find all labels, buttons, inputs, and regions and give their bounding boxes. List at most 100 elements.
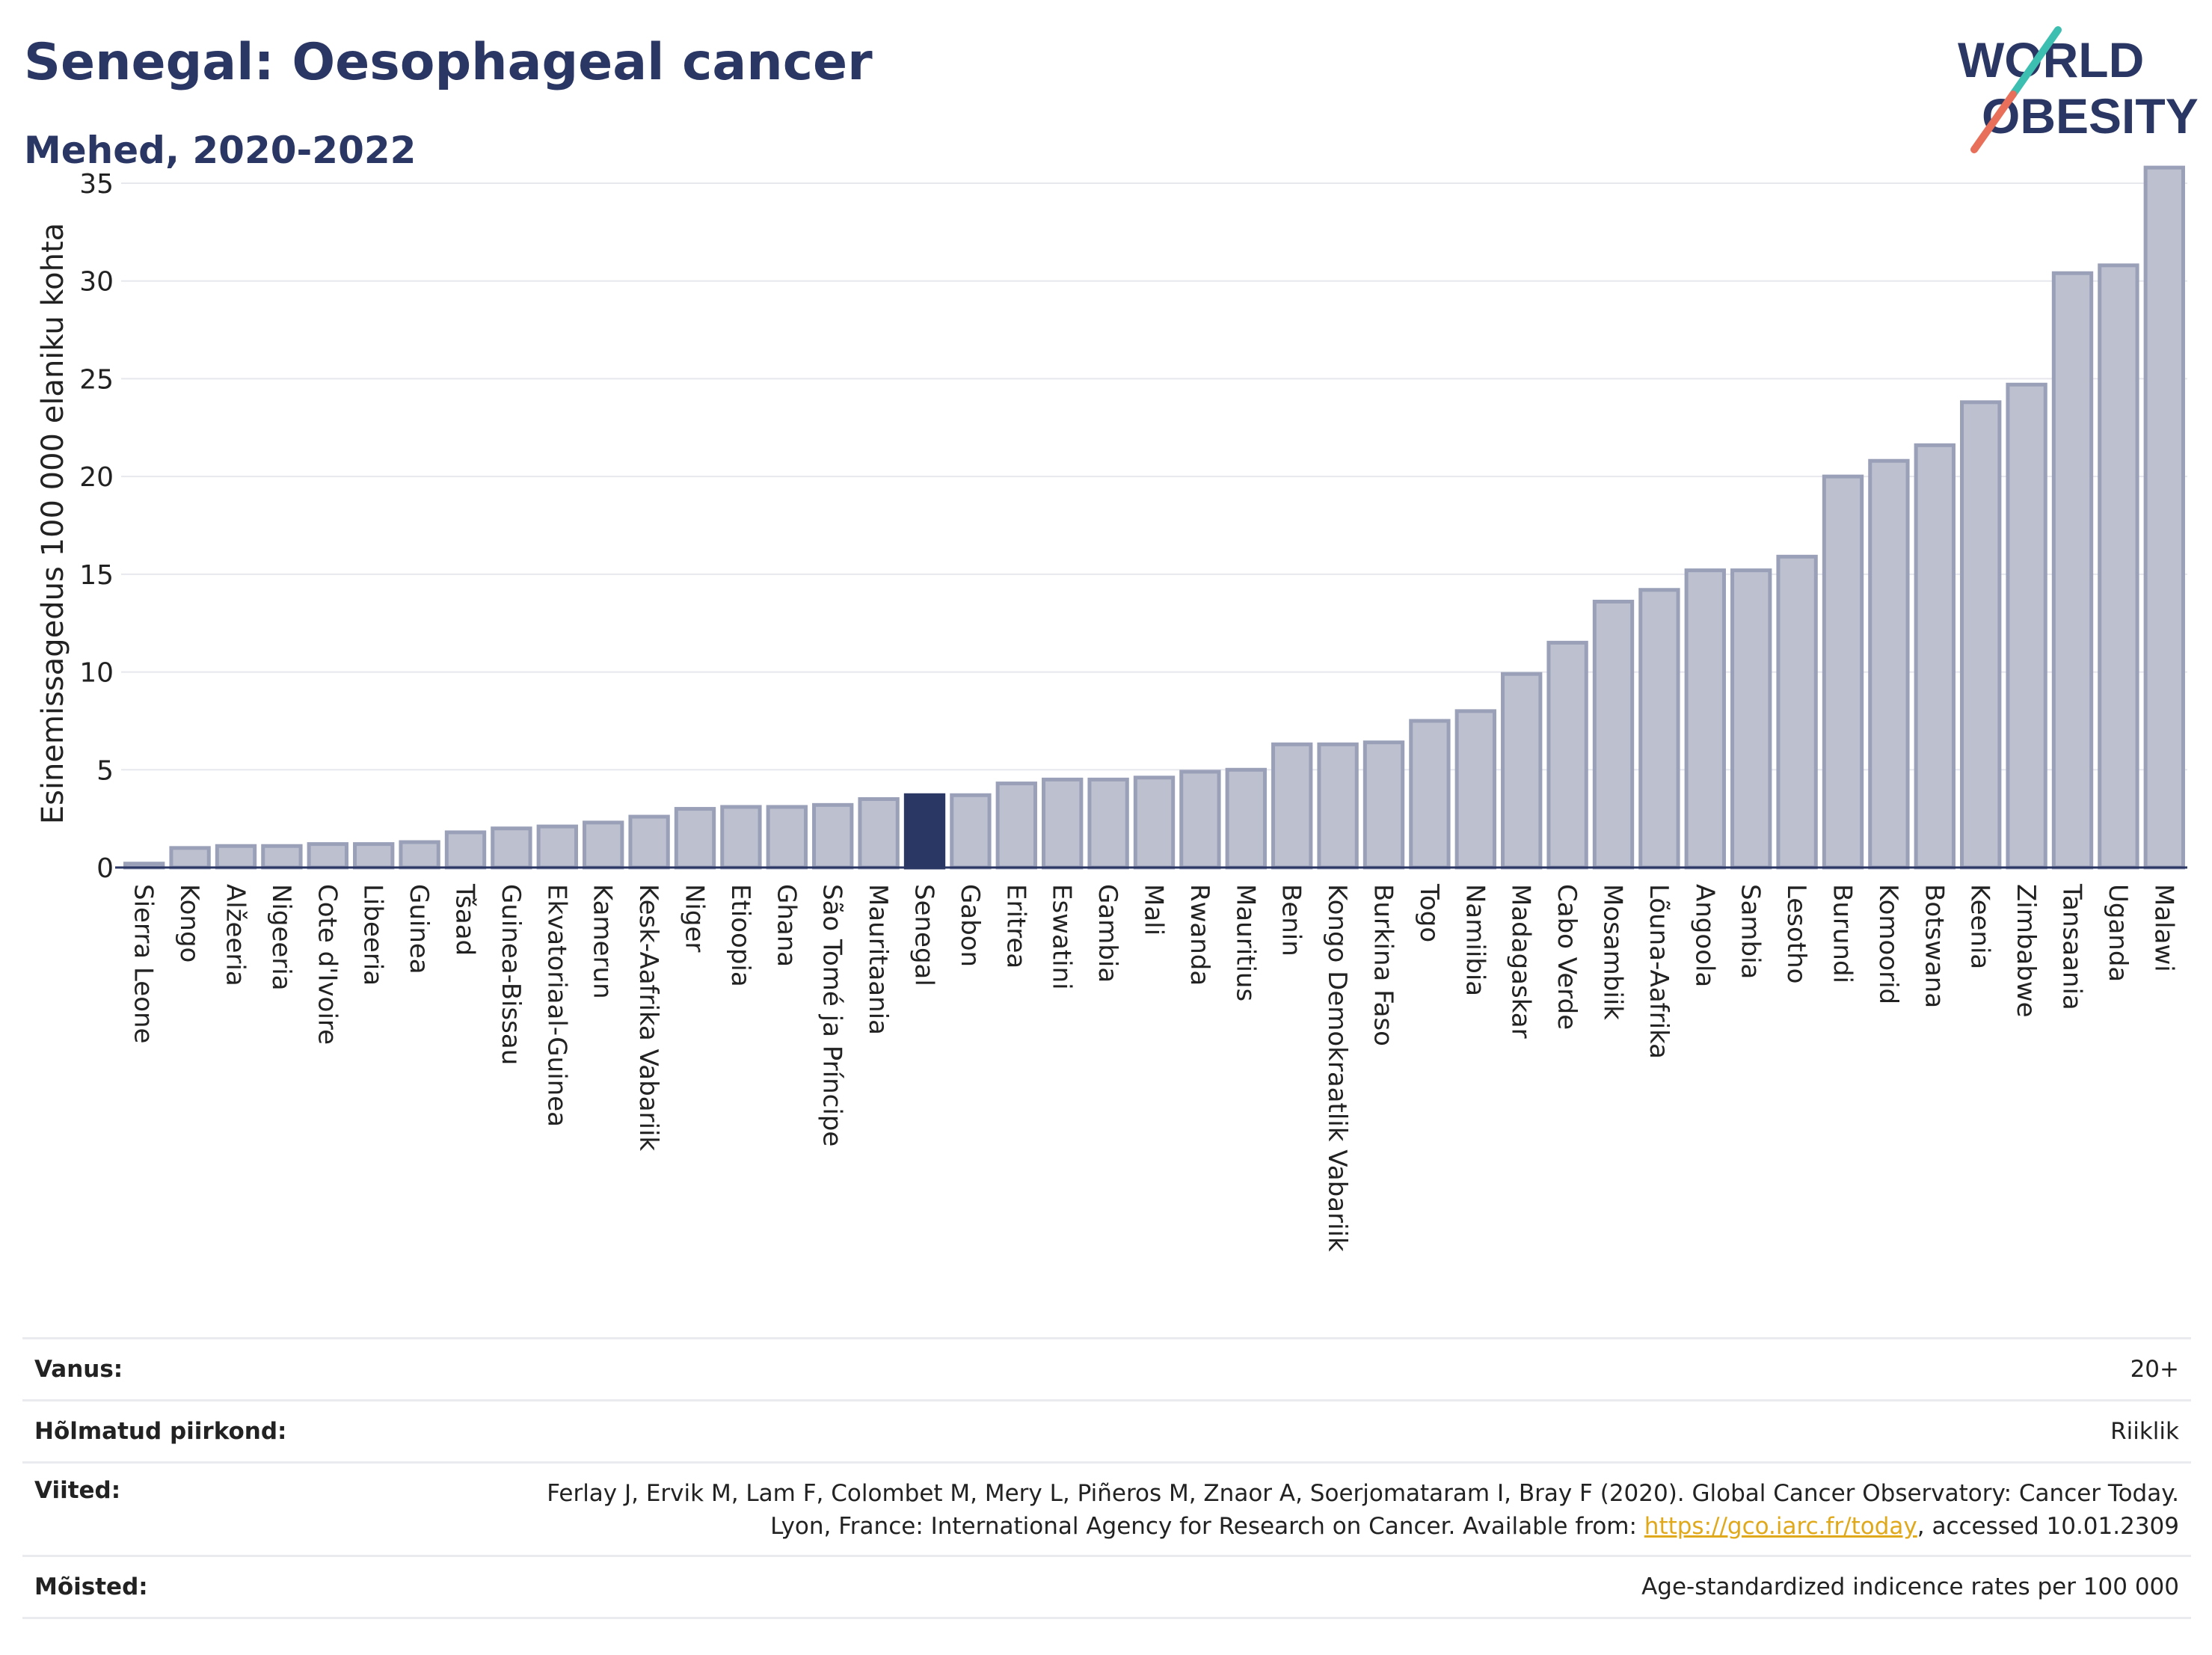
bar-rwanda <box>1179 770 1221 870</box>
x-tick-label: Kamerun <box>588 884 618 999</box>
bar-eswatini <box>1042 777 1084 870</box>
x-tick-label: Lesotho <box>1781 884 1811 983</box>
bar-t-aad <box>444 830 487 870</box>
bar-mauritaania <box>858 797 900 870</box>
x-tick-label: Madagaskar <box>1506 884 1536 1039</box>
x-tick-label: Ghana <box>771 884 801 967</box>
bar-sambia <box>1730 568 1772 870</box>
bar-burkina-faso <box>1362 740 1405 870</box>
x-tick-label: Mauritaania <box>863 884 893 1035</box>
x-tick-label: Mauritius <box>1230 884 1260 1001</box>
x-tick-label: Sambia <box>1736 884 1766 979</box>
x-tick-label: Nigeeria <box>266 884 296 991</box>
y-axis-ticks: 0 5 10 15 20 25 30 35 <box>79 169 114 884</box>
info-row-age: Vanus: 20+ <box>22 1337 2191 1399</box>
bar-chart: 0 5 10 15 20 25 30 35 Sierra Leone Kongo Alžeeria… <box>36 165 2187 1252</box>
x-tick-label: Etioopia <box>725 884 755 987</box>
bar-namiibia <box>1454 709 1496 870</box>
x-tick-label: Gabon <box>955 884 985 967</box>
age-label: Vanus: <box>34 1356 123 1383</box>
bar-botswana <box>1914 443 1956 870</box>
bar-benin <box>1271 742 1313 870</box>
x-tick-label: Cote d'Ivoire <box>312 884 342 1045</box>
chart-subtitle: Mehed, 2020-2022 <box>24 129 417 172</box>
bar-kongo-demokraatlik-vabariik <box>1317 742 1359 870</box>
y-tick-label: 30 <box>79 267 114 298</box>
bar-s-o-tom-ja-pr-ncipe <box>812 802 854 870</box>
bar-burundi <box>1822 474 1864 870</box>
bar-ekvatoriaal-guinea <box>536 824 578 870</box>
x-axis-labels: Sierra Leone Kongo Alžeeria Nigeeria Cote d'… <box>129 883 2179 1252</box>
x-tick-label: Burkina Faso <box>1368 884 1398 1046</box>
bar-kesk-aafrika-vabariik <box>628 814 670 870</box>
bar-mauritius <box>1225 767 1267 870</box>
references-link[interactable]: https://gco.iarc.fr/today <box>1644 1513 1917 1540</box>
x-tick-label: Benin <box>1276 884 1306 957</box>
x-tick-label: Togo <box>1414 883 1444 942</box>
x-tick-label: Eritrea <box>1001 884 1030 968</box>
bar-libeeria <box>353 842 395 870</box>
x-tick-label: Botswana <box>1919 884 1949 1008</box>
x-tick-label: Niger <box>680 884 710 952</box>
bar-cabo-verde <box>1546 640 1588 870</box>
bar-keenia <box>1960 400 2002 870</box>
bar-cote-d-ivoire <box>307 842 348 870</box>
x-tick-label: Lõuna-Aafrika <box>1644 884 1674 1059</box>
y-tick-label: 20 <box>79 462 114 493</box>
info-row-definitions: Mõisted: Age-standardized indicence rate… <box>22 1555 2191 1619</box>
y-axis-title: Esinemissagedus 100 000 elaniku kohta <box>36 223 70 824</box>
x-tick-label: Guinea <box>404 884 434 974</box>
x-tick-label: Uganda <box>2103 884 2133 982</box>
definitions-label: Mõisted: <box>34 1573 148 1600</box>
references-label: Viited: <box>34 1477 121 1504</box>
x-tick-label: Burundi <box>1828 884 1858 983</box>
x-tick-label: Mali <box>1139 884 1169 936</box>
x-tick-label: Tansaania <box>2057 883 2087 1010</box>
bar-zimbabwe <box>2006 382 2047 870</box>
x-tick-label: Cabo Verde <box>1552 884 1582 1030</box>
x-tick-label: Namiibia <box>1460 884 1490 996</box>
bar-l-una-aafrika <box>1638 588 1680 870</box>
bar-kongo <box>169 846 211 870</box>
bars <box>123 165 2185 870</box>
x-tick-label: Kesk-Aafrika Vabariik <box>633 884 663 1151</box>
x-tick-label: Libeeria <box>358 884 388 986</box>
references-text-end: , accessed 10.01.2309 <box>1917 1513 2179 1540</box>
x-tick-label: Kongo <box>174 884 204 962</box>
logo-slash-teal <box>2009 26 2062 98</box>
bar-mosambiik <box>1592 599 1635 870</box>
bar-nigeeria <box>261 844 303 870</box>
y-tick-label: 0 <box>96 853 114 884</box>
bar-senegal <box>903 793 946 870</box>
x-tick-label: Tšaad <box>450 883 480 956</box>
bar-al-eeria <box>215 844 257 870</box>
x-tick-label: Sierra Leone <box>129 884 159 1043</box>
bar-eritrea <box>995 782 1037 870</box>
region-label: Hõlmatud piirkond: <box>34 1418 287 1445</box>
info-row-region: Hõlmatud piirkond: Riiklik <box>22 1399 2191 1461</box>
x-tick-label: Kongo Demokraatlik Vabariik <box>1322 884 1352 1252</box>
x-tick-label: Eswatini <box>1047 884 1077 990</box>
x-tick-label: Malawi <box>2148 884 2178 972</box>
logo-slash-red <box>1970 90 2017 153</box>
references-text-start: Ferlay J, Ervik M, Lam F, Colombet M, Me… <box>547 1480 2179 1540</box>
bar-kamerun <box>583 820 624 870</box>
y-tick-label: 10 <box>79 658 114 689</box>
references-text: Ferlay J, Ervik M, Lam F, Colombet M, Me… <box>534 1477 2179 1543</box>
bar-lesotho <box>1776 554 1818 870</box>
bar-komoorid <box>1868 458 1910 870</box>
bar-guinea-bissau <box>491 826 532 870</box>
bar-togo <box>1409 719 1451 870</box>
logo-line-2: OBESITY <box>1982 88 2199 144</box>
region-value: Riiklik <box>2110 1418 2179 1445</box>
bar-angoola <box>1684 568 1726 870</box>
bar-etioopia <box>720 805 762 870</box>
x-tick-label: Gambia <box>1093 884 1122 983</box>
y-tick-label: 35 <box>79 169 114 200</box>
definitions-value: Age-standardized indicence rates per 100… <box>1641 1573 2179 1600</box>
y-tick-label: 5 <box>96 755 114 786</box>
x-tick-label: Guinea-Bissau <box>496 884 526 1065</box>
bar-guinea <box>399 840 440 870</box>
x-tick-label: Zimbabwe <box>2011 884 2041 1018</box>
bar-tansaania <box>2051 271 2094 870</box>
